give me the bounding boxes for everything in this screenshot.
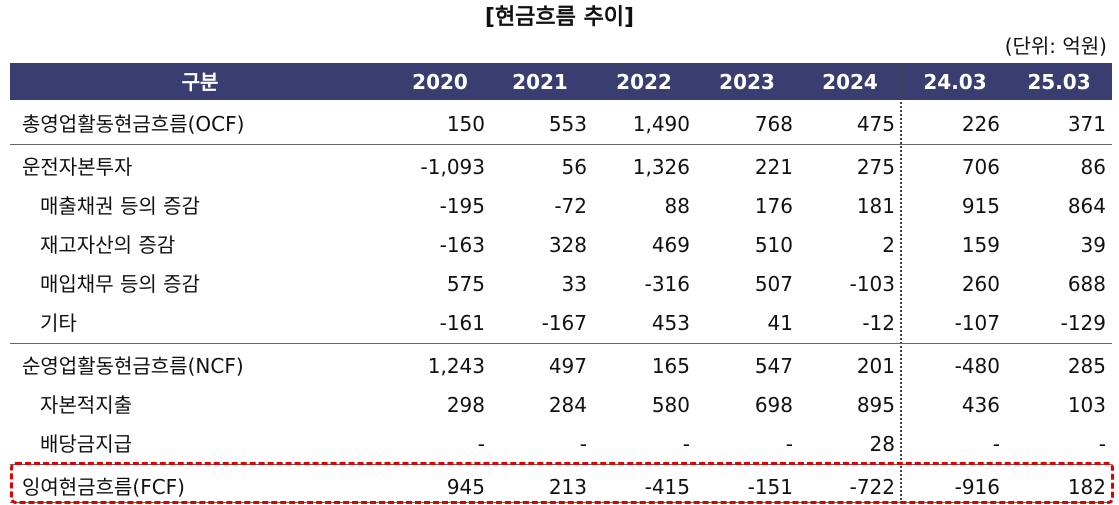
cell: 706 <box>961 155 1000 179</box>
cell: -72 <box>554 194 587 218</box>
row-label: 재고자산의 증감 <box>40 233 176 257</box>
cell: 575 <box>446 272 485 296</box>
cell: -415 <box>644 475 690 499</box>
cell: - <box>682 432 690 456</box>
row-label: 배당금지급 <box>40 432 132 456</box>
cell: 328 <box>548 233 587 257</box>
cell: -163 <box>439 233 485 257</box>
cell: -107 <box>954 311 1000 335</box>
cell: 165 <box>651 354 690 378</box>
cell: -722 <box>849 475 895 499</box>
cell: - <box>785 432 793 456</box>
cell: 150 <box>446 112 485 136</box>
cell: -12 <box>862 311 895 335</box>
row-label: 자본적지출 <box>40 393 132 417</box>
cell: 1,326 <box>632 155 690 179</box>
cell: -480 <box>954 354 1000 378</box>
cell: 475 <box>856 112 895 136</box>
cell: 553 <box>548 112 587 136</box>
cell: 864 <box>1067 194 1106 218</box>
header-cell: 구분 <box>181 70 219 94</box>
row-separator <box>10 144 1112 145</box>
cell: -103 <box>849 272 895 296</box>
cell: - <box>992 432 1000 456</box>
cell: 453 <box>651 311 690 335</box>
cell: 371 <box>1067 112 1106 136</box>
row-label: 매입채무 등의 증감 <box>40 272 200 296</box>
header-bar <box>10 63 1112 100</box>
highlight-box <box>10 462 1114 504</box>
header-cell: 2020 <box>412 70 468 94</box>
cell: 698 <box>754 393 793 417</box>
cell: 221 <box>754 155 793 179</box>
cell: - <box>1098 432 1106 456</box>
cell: 945 <box>446 475 485 499</box>
cell: 580 <box>651 393 690 417</box>
cell: - <box>579 432 587 456</box>
cell: 2 <box>882 233 895 257</box>
cell: 284 <box>548 393 587 417</box>
cell: 768 <box>754 112 793 136</box>
header-cell: 25.03 <box>1027 70 1091 94</box>
cell: 182 <box>1067 475 1106 499</box>
cell: 507 <box>754 272 793 296</box>
row-label: 총영업활동현금흐름(OCF) <box>22 112 245 136</box>
header-cell: 2021 <box>512 70 568 94</box>
title: [현금흐름 추이] <box>484 5 635 30</box>
cell: 28 <box>869 432 895 456</box>
cell: 181 <box>856 194 895 218</box>
cell: 201 <box>856 354 895 378</box>
cell: -195 <box>439 194 485 218</box>
header-cell: 24.03 <box>923 70 987 94</box>
cell: 33 <box>561 272 587 296</box>
cell: 260 <box>961 272 1000 296</box>
header-cell: 2024 <box>822 70 878 94</box>
cell: 176 <box>754 194 793 218</box>
cell: 1,243 <box>427 354 485 378</box>
cell: 275 <box>856 155 895 179</box>
row-label: 잉여현금흐름(FCF) <box>22 475 185 499</box>
cell: 497 <box>548 354 587 378</box>
cell: -161 <box>439 311 485 335</box>
cell: 298 <box>446 393 485 417</box>
period-divider <box>900 63 902 503</box>
header-cell: 2023 <box>719 70 775 94</box>
cell: 86 <box>1080 155 1106 179</box>
row-label: 순영업활동현금흐름(NCF) <box>22 354 244 378</box>
unit: (단위: 억원) <box>1004 34 1107 58</box>
header-cell: 2022 <box>616 70 672 94</box>
cell: 436 <box>961 393 1000 417</box>
cell: 88 <box>664 194 690 218</box>
cell: -129 <box>1060 311 1106 335</box>
cell: 547 <box>754 354 793 378</box>
row-label: 기타 <box>40 311 77 335</box>
cell: 213 <box>548 475 587 499</box>
cell: 895 <box>856 393 895 417</box>
cell: 159 <box>961 233 1000 257</box>
cell: -316 <box>644 272 690 296</box>
cell: 285 <box>1067 354 1106 378</box>
row-label: 운전자본투자 <box>22 155 133 179</box>
cell: - <box>477 432 485 456</box>
cell: 688 <box>1067 272 1106 296</box>
cell: -151 <box>747 475 793 499</box>
cell: -916 <box>954 475 1000 499</box>
cell: 1,490 <box>632 112 690 136</box>
cell: 41 <box>767 311 793 335</box>
cell: -1,093 <box>420 155 485 179</box>
row-label: 매출채권 등의 증감 <box>40 194 200 218</box>
cell: 915 <box>961 194 1000 218</box>
cell: 103 <box>1067 393 1106 417</box>
cell: 56 <box>561 155 587 179</box>
cell: 510 <box>754 233 793 257</box>
cell: 39 <box>1080 233 1106 257</box>
cell: 469 <box>651 233 690 257</box>
row-separator <box>10 343 1112 344</box>
cell: 226 <box>961 112 1000 136</box>
cell: -167 <box>541 311 587 335</box>
